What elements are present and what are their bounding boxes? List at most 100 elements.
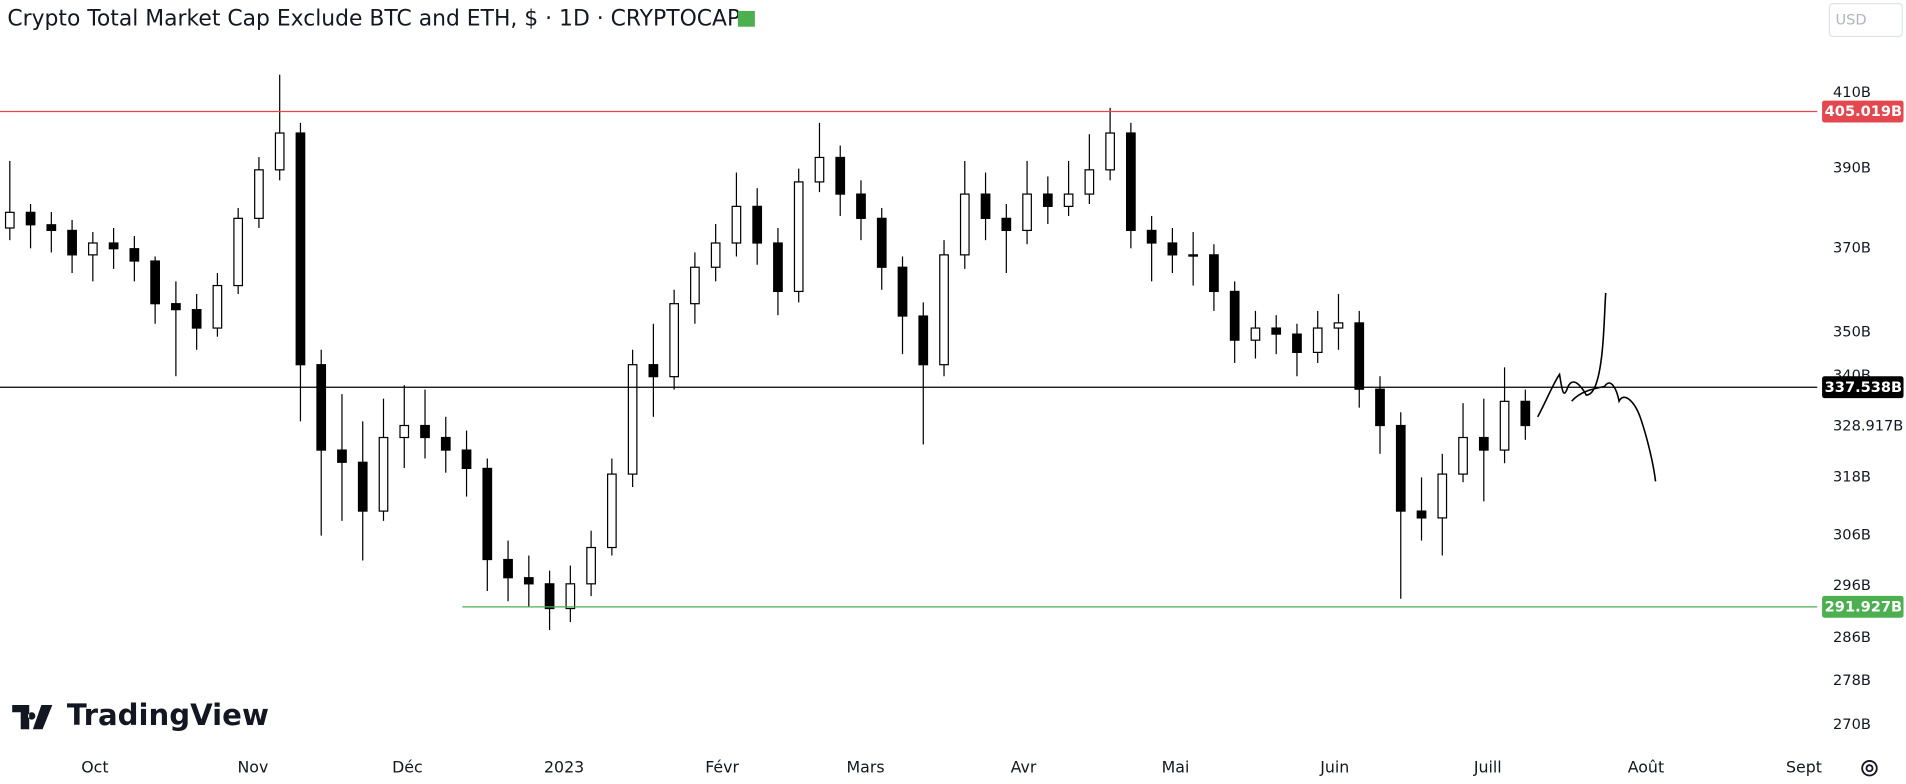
candle-body [1437, 473, 1448, 519]
candle-body [1333, 322, 1344, 329]
candle-body [316, 364, 327, 451]
candle-body [171, 303, 181, 311]
candle-body [835, 156, 846, 195]
candle-body [1022, 193, 1032, 232]
candle-body [1292, 333, 1302, 353]
candle-body [440, 436, 451, 451]
candle-body [980, 193, 991, 219]
candle-body [1416, 510, 1427, 519]
x-tick-label: 2023 [544, 758, 584, 777]
candle-body [544, 583, 555, 610]
candle-body [67, 229, 77, 256]
candle-body [212, 284, 223, 329]
y-tick-label: 318B [1833, 468, 1871, 485]
x-tick-label: Juill [1473, 758, 1502, 777]
candle-body [731, 205, 742, 244]
candle-body [233, 217, 244, 287]
candle-body [46, 224, 57, 232]
candle-body [793, 181, 804, 293]
candle-body [399, 424, 410, 439]
candle-body [1167, 242, 1178, 256]
y-tick-label: 306B [1833, 527, 1871, 544]
candle-body [461, 449, 472, 470]
candle-body [1395, 424, 1406, 512]
candle-body [1229, 290, 1240, 341]
y-tick-label: 270B [1833, 716, 1871, 733]
candle-body [814, 156, 825, 183]
candle-body [1001, 217, 1012, 232]
candle-body [1271, 327, 1282, 335]
candle-body [337, 449, 347, 463]
y-tick-label: 296B [1833, 577, 1871, 594]
watermark: TradingView [67, 698, 269, 732]
candle-body [690, 266, 700, 305]
settings-icon[interactable] [1861, 759, 1878, 777]
candle-body [482, 467, 493, 561]
y-tick-label: 286B [1833, 629, 1871, 646]
price-label: 405.019B [1825, 103, 1903, 120]
candle-body [274, 132, 285, 171]
candle-body [254, 169, 264, 219]
candle-body [856, 193, 866, 219]
candle-body [129, 248, 140, 262]
y-tick-label: 410B [1833, 84, 1871, 101]
flag-icon[interactable] [737, 10, 755, 27]
candle-body [150, 260, 160, 305]
candle-body [1478, 436, 1489, 451]
candle-body [1126, 132, 1136, 232]
candle-body [959, 193, 970, 256]
logo[interactable]: TradingView [12, 698, 269, 732]
candle-body [876, 217, 887, 268]
candle-body [1520, 400, 1531, 427]
candle-body [1146, 229, 1157, 244]
chart-title: Crypto Total Market Cap Exclude BTC and … [7, 6, 740, 31]
candle-body [378, 436, 389, 512]
candle-body [420, 424, 430, 439]
candle-body [357, 461, 368, 512]
x-tick-label: Nov [237, 758, 268, 777]
price-label-box [1822, 100, 1904, 123]
candle-body [4, 211, 15, 229]
drawing[interactable] [1536, 292, 1657, 482]
y-tick-label: 390B [1833, 160, 1871, 177]
candle-body [295, 132, 306, 366]
price-label: 337.538B [1825, 379, 1903, 396]
candle-body [1084, 169, 1095, 195]
currency-label: USD [1835, 12, 1866, 29]
x-tick-label: Déc [392, 758, 423, 777]
last-price-label: 328.917B [1833, 417, 1903, 434]
gear-ring [1861, 759, 1878, 777]
currency-button[interactable] [1828, 3, 1903, 38]
x-tick-label: Sept [1786, 758, 1822, 777]
candle-body [627, 364, 638, 475]
logo-icon [12, 704, 53, 730]
price-label: 291.927B [1825, 598, 1903, 615]
y-tick-label: 370B [1833, 239, 1871, 256]
y-tick-label: 278B [1833, 672, 1871, 689]
candle-body [773, 242, 783, 293]
candle-body [1312, 327, 1323, 353]
candle-body [918, 315, 929, 366]
candle-body [1209, 254, 1219, 293]
price-label-box [1822, 376, 1904, 399]
candle-body [897, 266, 908, 317]
candle-body [939, 254, 949, 366]
candle-body [503, 558, 513, 579]
x-tick-label: Mai [1162, 758, 1190, 777]
candle-body [1499, 400, 1510, 451]
candle-body [1063, 193, 1074, 207]
candle-body [586, 546, 596, 585]
candle-body [1042, 193, 1053, 207]
candle-body [752, 205, 763, 244]
candle-body [1105, 132, 1115, 171]
price-label-box [1822, 595, 1904, 618]
candle-body [1354, 322, 1365, 390]
candle-body [191, 309, 202, 329]
x-tick-label: Oct [81, 758, 108, 777]
candle-body [606, 473, 617, 549]
gear-hub [1865, 764, 1874, 773]
candle-body [669, 303, 680, 378]
y-tick-label: 350B [1833, 323, 1871, 340]
